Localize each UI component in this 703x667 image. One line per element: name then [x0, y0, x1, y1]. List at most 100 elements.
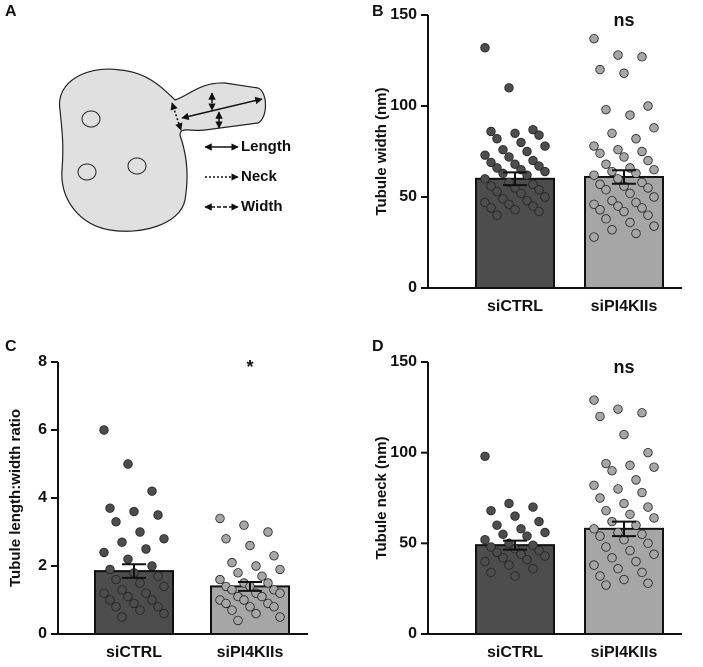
y-tick-label: 0: [408, 279, 417, 296]
data-point: [625, 188, 635, 199]
data-point: [643, 578, 653, 588]
data-point: [269, 551, 279, 561]
y-tick-label: 50: [399, 188, 417, 205]
data-point: [589, 560, 599, 570]
data-point: [613, 144, 623, 155]
data-point: [649, 462, 659, 472]
data-point: [111, 574, 121, 585]
error-bar: [503, 539, 527, 551]
data-point: [111, 602, 121, 612]
y-tick-label: 8: [38, 353, 47, 370]
data-point: [619, 206, 629, 217]
y-tick-label: 0: [408, 625, 417, 642]
y-tick-label: 50: [399, 535, 417, 552]
data-point: [637, 529, 647, 539]
data-point: [516, 524, 526, 534]
data-point: [492, 520, 502, 530]
data-point: [613, 404, 623, 414]
data-point: [486, 126, 496, 137]
data-point: [275, 588, 285, 598]
data-point: [625, 545, 635, 556]
data-point: [595, 148, 605, 159]
data-point: [522, 531, 532, 541]
data-point: [159, 581, 169, 592]
legend-label: Length: [241, 138, 291, 155]
data-point: [159, 608, 169, 619]
data-point: [649, 513, 659, 523]
data-point: [123, 591, 133, 602]
error-bar: [238, 580, 262, 592]
data-point: [492, 186, 502, 197]
data-point: [625, 217, 635, 228]
y-axis-title: Tubule length:width ratio: [7, 409, 24, 587]
data-point: [510, 511, 520, 521]
data-point: [528, 155, 538, 166]
data-point: [631, 228, 641, 239]
data-point: [631, 197, 641, 208]
data-point: [105, 503, 115, 513]
panel-label: B: [372, 3, 384, 20]
data-point: [510, 571, 520, 581]
data-point: [607, 553, 617, 563]
y-tick-label: 100: [390, 444, 417, 461]
legend-label: Neck: [241, 168, 278, 185]
data-point: [480, 174, 490, 184]
data-point: [540, 166, 550, 177]
data-point: [607, 466, 617, 476]
vesicle: [127, 157, 147, 175]
data-point: [486, 542, 496, 552]
x-tick-label: siCTRL: [106, 644, 162, 661]
data-point: [528, 540, 538, 550]
x-tick-label: siPI4KIIs: [217, 644, 284, 661]
data-point: [480, 197, 490, 208]
data-point: [275, 564, 285, 575]
data-point: [504, 152, 514, 162]
error-bar: [503, 171, 527, 187]
data-point: [251, 608, 261, 619]
data-point: [233, 615, 243, 626]
data-point: [589, 395, 599, 405]
data-point: [159, 534, 169, 544]
data-point: [99, 547, 109, 558]
data-point: [595, 179, 605, 189]
data-point: [613, 484, 623, 494]
data-point: [105, 564, 115, 575]
data-point: [589, 524, 599, 534]
data-point: [99, 588, 109, 598]
data-point: [251, 561, 261, 571]
data-point: [510, 128, 520, 139]
data-point: [233, 568, 243, 578]
data-point: [99, 425, 109, 435]
data-point: [498, 144, 508, 155]
data-point: [486, 505, 496, 516]
data-point: [480, 451, 490, 461]
panel-label: C: [5, 338, 17, 355]
data-point: [619, 68, 629, 78]
data-point: [492, 210, 502, 220]
data-point: [522, 554, 532, 565]
data-point: [510, 159, 520, 169]
data-point: [643, 502, 653, 512]
data-point: [516, 188, 526, 199]
data-point: [492, 134, 502, 144]
x-tick-label: siCTRL: [487, 298, 543, 315]
data-point: [147, 561, 157, 571]
data-point: [510, 205, 520, 215]
data-point: [117, 612, 127, 622]
data-point: [105, 595, 115, 605]
data-point: [492, 163, 502, 173]
y-axis-title: Tubule neck (nm): [373, 436, 390, 559]
data-point: [257, 571, 267, 581]
data-point: [643, 155, 653, 166]
data-point: [504, 199, 514, 209]
data-point: [619, 498, 629, 509]
data-point: [534, 130, 544, 140]
data-point: [275, 612, 285, 622]
data-point: [227, 557, 237, 568]
data-point: [221, 534, 231, 544]
data-point: [607, 166, 617, 177]
data-point: [534, 206, 544, 217]
data-point: [239, 520, 249, 530]
data-point: [504, 83, 514, 93]
